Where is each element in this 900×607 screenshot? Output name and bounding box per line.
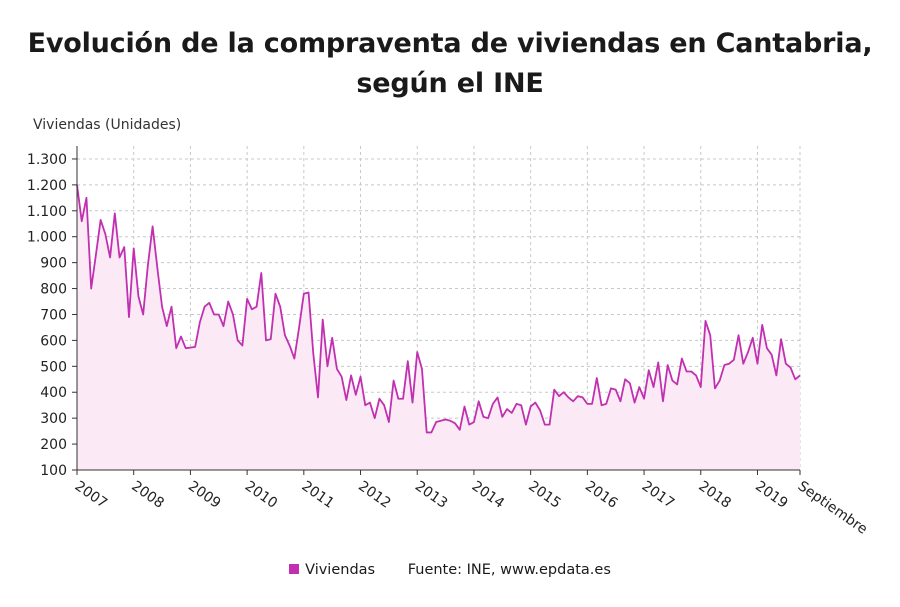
y-tick-label: 400 [40,385,67,401]
series-line-viviendas [76,184,801,434]
chart-title: Evolución de la compraventa de viviendas… [0,24,900,104]
x-tick-label: 2019 [752,478,790,512]
x-tick-label: 2014 [469,478,507,512]
chart-title-line-1: Evolución de la compraventa de viviendas… [27,28,873,59]
x-tick-label: 2015 [525,478,563,512]
y-tick-label: 700 [40,307,67,323]
source-note: Fuente: INE, www.epdata.es [407,562,611,578]
legend-swatch-viviendas [289,564,300,574]
y-tick-label: 1.000 [27,230,67,246]
y-axis-label: Viviendas (Unidades) [33,117,182,133]
series-area-viviendas [77,184,800,470]
x-tick-label: 2007 [72,478,110,512]
x-tick-label: 2010 [242,478,280,512]
x-tick-label: 2009 [185,478,223,512]
x-tick-label: 2013 [412,478,450,512]
legend: Viviendas Fuente: INE, www.epdata.es [0,562,900,578]
chart-title-line-2: según el INE [356,68,544,99]
x-tick-label: 2011 [299,478,337,512]
x-tick-label: 2012 [355,478,393,512]
x-tick-label: 2017 [639,478,677,512]
y-tick-label: 200 [40,437,67,453]
y-tick-label: 100 [40,463,67,479]
y-tick-label: 600 [40,333,67,349]
y-tick-label: 1.200 [27,178,67,194]
y-tick-label: 1.100 [27,204,67,220]
y-tick-label: 800 [40,282,67,298]
y-tick-label: 900 [40,256,67,272]
y-tick-label: 300 [40,411,67,427]
x-tick-label: 2016 [582,478,620,512]
y-tick-label: 500 [40,359,67,375]
legend-label-viviendas: Viviendas [305,562,376,578]
x-tick-label: Septiembre [795,478,871,538]
y-tick-label: 1.300 [27,152,67,168]
x-tick-label: 2018 [695,478,733,512]
x-tick-label: 2008 [128,478,166,512]
